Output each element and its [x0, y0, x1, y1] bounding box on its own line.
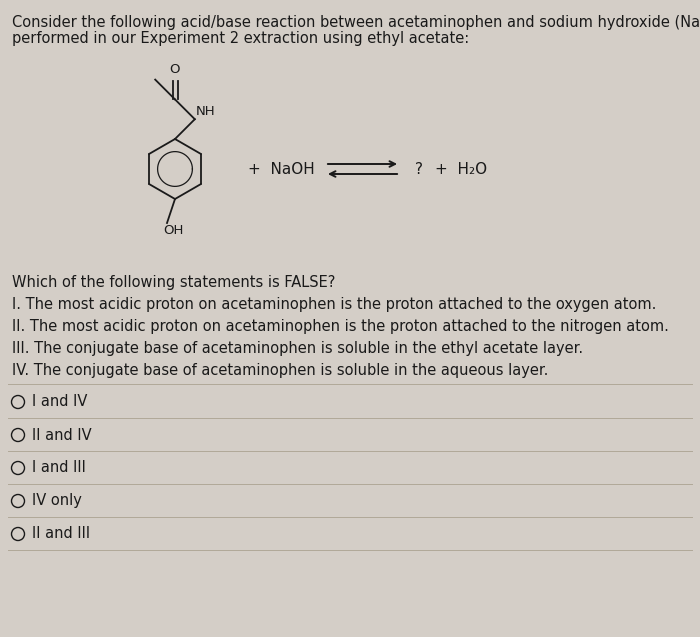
Text: I. The most acidic proton on acetaminophen is the proton attached to the oxygen : I. The most acidic proton on acetaminoph…: [12, 297, 657, 312]
Text: Which of the following statements is FALSE?: Which of the following statements is FAL…: [12, 275, 335, 290]
Text: +  NaOH: + NaOH: [248, 162, 315, 176]
Text: II. The most acidic proton on acetaminophen is the proton attached to the nitrog: II. The most acidic proton on acetaminop…: [12, 319, 669, 334]
Text: +  H₂O: + H₂O: [435, 162, 487, 176]
Text: IV. The conjugate base of acetaminophen is soluble in the aqueous layer.: IV. The conjugate base of acetaminophen …: [12, 363, 548, 378]
Text: ?: ?: [415, 162, 423, 176]
Text: Consider the following acid/base reaction between acetaminophen and sodium hydro: Consider the following acid/base reactio…: [12, 15, 700, 30]
Text: II and IV: II and IV: [32, 427, 92, 443]
Text: II and III: II and III: [32, 527, 90, 541]
Text: I and IV: I and IV: [32, 394, 88, 410]
Text: performed in our Experiment 2 extraction using ethyl acetate:: performed in our Experiment 2 extraction…: [12, 31, 469, 46]
Text: NH: NH: [196, 105, 216, 118]
Text: IV only: IV only: [32, 494, 82, 508]
Text: III. The conjugate base of acetaminophen is soluble in the ethyl acetate layer.: III. The conjugate base of acetaminophen…: [12, 341, 583, 356]
Text: OH: OH: [163, 224, 183, 237]
Text: I and III: I and III: [32, 461, 86, 475]
Text: O: O: [169, 64, 181, 76]
